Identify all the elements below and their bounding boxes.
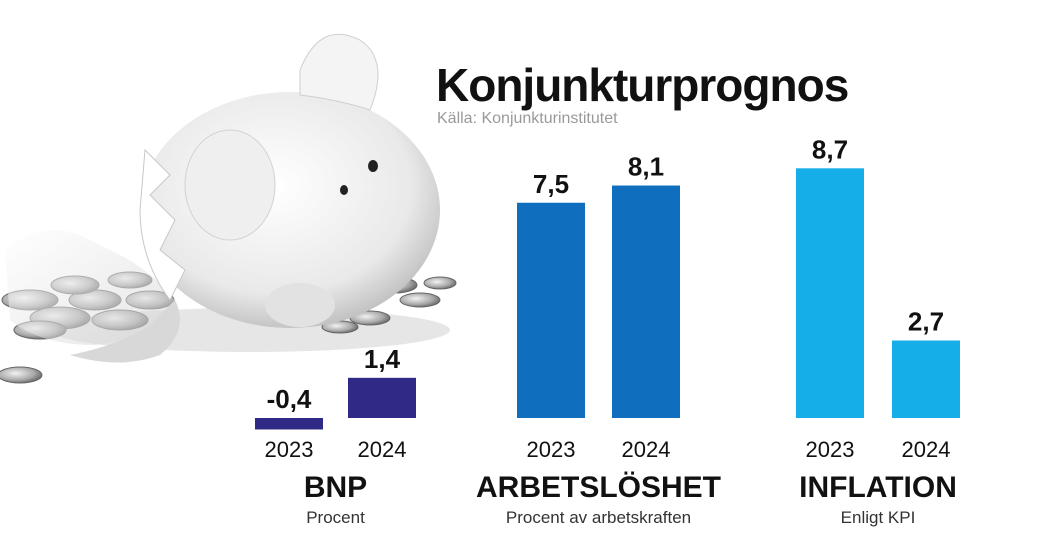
arbetsl-shet-value-label: 8,1 bbox=[628, 152, 664, 182]
arbetsl-shet-chart-subtitle: Procent av arbetskraften bbox=[506, 508, 691, 527]
arbetsl-shet-value-label: 7,5 bbox=[533, 169, 569, 199]
inflation-bar-2023 bbox=[796, 168, 864, 418]
bnp-value-label: -0,4 bbox=[267, 384, 312, 414]
bnp-bar-2023 bbox=[255, 418, 323, 430]
inflation-tick-label: 2023 bbox=[806, 437, 855, 462]
arbetsl-shet-bar-2023 bbox=[517, 202, 585, 418]
bnp-chart-title: BNP bbox=[304, 471, 367, 504]
inflation-chart-subtitle: Enligt KPI bbox=[841, 508, 916, 527]
bnp-value-label: 1,4 bbox=[364, 344, 401, 374]
inflation-value-label: 2,7 bbox=[908, 307, 944, 337]
arbetsl-shet-bar-2024 bbox=[612, 185, 680, 418]
bnp-tick-label: 2023 bbox=[265, 437, 314, 462]
page-title: Konjunkturprognos bbox=[436, 59, 849, 111]
inflation-tick-label: 2024 bbox=[902, 437, 951, 462]
bnp-bar-2024 bbox=[348, 377, 416, 418]
inflation-bar-2024 bbox=[892, 340, 960, 418]
bnp-chart-subtitle: Procent bbox=[306, 508, 365, 527]
arbetsl-shet-tick-label: 2024 bbox=[622, 437, 671, 462]
source-label: Källa: Konjunkturinstitutet bbox=[437, 110, 618, 127]
piggy-bank-image bbox=[0, 33, 457, 384]
arbetsl-shet-tick-label: 2023 bbox=[527, 437, 576, 462]
bnp-tick-label: 2024 bbox=[358, 437, 407, 462]
inflation-chart-title: INFLATION bbox=[799, 471, 957, 504]
inflation-value-label: 8,7 bbox=[812, 134, 848, 164]
arbetsl-shet-chart-title: ARBETSLÖSHET bbox=[476, 471, 721, 504]
